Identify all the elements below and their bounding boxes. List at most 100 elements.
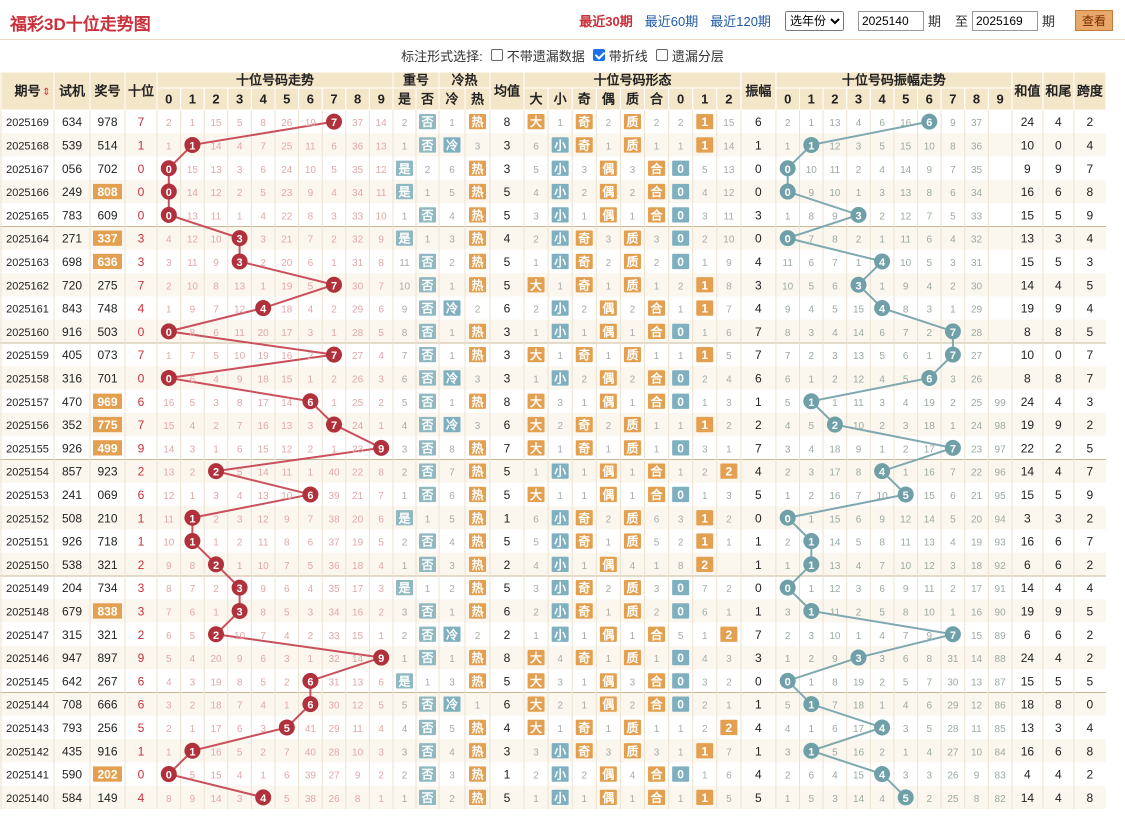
form-tag-bg (575, 137, 593, 153)
missing-count: 5 (308, 281, 314, 292)
cold-tag: 冷 (446, 417, 458, 432)
amp-hit-ball (850, 206, 867, 223)
amp-missing-count: 9 (856, 444, 862, 455)
form-missing: 5 (533, 538, 539, 549)
span-value: 9 (1087, 488, 1094, 502)
avg-value: 3 (504, 162, 511, 176)
amp-missing-count: 6 (785, 374, 791, 385)
amp-value: 3 (755, 278, 762, 292)
amp-hit: 6 (926, 117, 932, 129)
repeat-tag-bg (419, 207, 436, 223)
recent-60-link[interactable]: 最近60期 (644, 14, 699, 29)
checkbox-icon[interactable] (655, 49, 668, 61)
hotcold-missing: 4 (449, 538, 455, 549)
amp-digit-header: 3 (855, 92, 862, 107)
trend-hit-ball (231, 253, 248, 270)
missing-count: 8 (213, 281, 219, 292)
form-tag-bg (623, 603, 641, 619)
repeat-missing: 7 (402, 351, 408, 362)
missing-count: 9 (237, 654, 243, 665)
form-tag-bg (599, 789, 617, 805)
form-tag: 0 (677, 441, 684, 455)
form-tag: 质 (626, 347, 638, 362)
missing-count: 4 (190, 421, 196, 432)
hot-tag: 热 (471, 650, 483, 665)
form-missing: 3 (581, 165, 587, 176)
repeat-tag: 否 (420, 348, 433, 362)
form-tag: 合 (651, 301, 664, 316)
amp-value: 0 (755, 674, 762, 688)
form-tag: 质 (626, 534, 638, 549)
amp-hit: 4 (879, 304, 886, 316)
missing-count: 19 (281, 281, 293, 292)
amp-hit-ball (779, 230, 796, 247)
form-missing: 1 (533, 794, 539, 805)
missing-count: 14 (187, 188, 199, 199)
missing-count: 12 (258, 514, 270, 525)
amp-missing-count: 14 (924, 514, 936, 525)
form-missing: 1 (654, 561, 660, 572)
amp-hit-ball (874, 300, 891, 317)
form-tag-bg (551, 300, 569, 316)
repeat-tag-bg (419, 370, 436, 386)
recent-30-link[interactable]: 最近30期 (579, 14, 633, 29)
repeat-tag-bg (419, 347, 436, 363)
amp-missing-count: 3 (879, 188, 885, 199)
hotcold-missing: 2 (475, 305, 481, 316)
from-issue-input[interactable] (857, 10, 924, 31)
repeat-tag-bg (396, 230, 413, 246)
option-with-line[interactable]: 带折线 (592, 46, 648, 65)
hot-tag-bg (469, 207, 486, 223)
hot-tag: 热 (471, 767, 483, 782)
missing-count: 9 (213, 258, 219, 269)
digit-header: 5 (283, 92, 290, 107)
view-button[interactable]: 查看 (1074, 10, 1113, 31)
form-missing: 2 (557, 701, 563, 712)
amp-missing-count: 12 (829, 584, 841, 595)
amp-hit-ball (779, 183, 796, 200)
recent-120-link[interactable]: 最近120期 (710, 14, 771, 29)
trend-hit-ball (160, 369, 177, 386)
amp-value: 1 (755, 395, 762, 409)
option-missing-layers[interactable]: 遗漏分层 (655, 46, 724, 65)
missing-count: 24 (352, 421, 364, 432)
repeat-missing: 1 (402, 141, 408, 152)
prize-number: 503 (97, 325, 117, 339)
span-value: 5 (1087, 674, 1094, 688)
page-title: 福彩3D十位走势图 (10, 15, 151, 34)
form-tag-bg (696, 300, 714, 316)
checkbox-icon[interactable] (490, 49, 503, 61)
form-missing: 2 (581, 305, 587, 316)
amp-missing-count: 6 (809, 771, 815, 782)
year-select[interactable]: 选年份 (784, 10, 844, 31)
missing-count: 15 (187, 165, 199, 176)
tens-value: 1 (138, 511, 145, 525)
option-no-missing[interactable]: 不带遗漏数据 (490, 46, 585, 65)
form-missing: 1 (606, 351, 612, 362)
missing-count: 10 (281, 491, 293, 502)
amp-missing-count: 5 (903, 677, 909, 688)
missing-count: 18 (258, 374, 270, 385)
form-missing: 1 (557, 724, 563, 735)
form-missing: 1 (533, 258, 539, 269)
checkbox-checked-icon[interactable] (592, 49, 605, 61)
amp-missing-count: 8 (950, 141, 956, 152)
form-tag: 质 (626, 743, 638, 758)
missing-count: 9 (190, 305, 196, 316)
prize-number: 267 (97, 674, 117, 688)
missing-count: 19 (305, 118, 317, 129)
amp-missing-count: 4 (879, 631, 885, 642)
missing-count: 3 (308, 607, 314, 618)
amp-missing-count: 8 (832, 677, 838, 688)
missing-count: 22 (352, 468, 364, 479)
amp-missing-count: 8 (903, 305, 909, 316)
hot-header: 热 (471, 92, 484, 107)
amp-digit-header: 4 (878, 92, 886, 107)
amp-missing-count: 1 (785, 491, 791, 502)
amp-missing-count: 2 (809, 491, 815, 502)
missing-count: 21 (281, 235, 293, 246)
hot-tag: 热 (471, 114, 483, 129)
to-issue-input[interactable] (971, 10, 1038, 31)
amp-missing-count: 1 (950, 607, 956, 618)
missing-count: 9 (260, 584, 266, 595)
